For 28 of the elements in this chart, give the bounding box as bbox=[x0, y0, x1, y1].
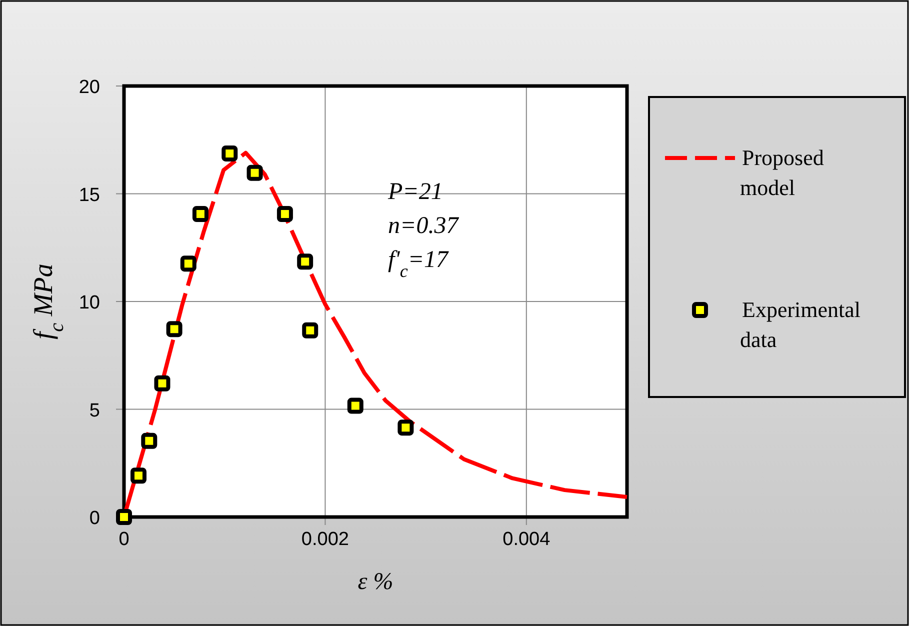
point bbox=[222, 145, 238, 162]
y-tick-label: 0 bbox=[89, 508, 100, 529]
point bbox=[302, 322, 318, 338]
point bbox=[297, 254, 314, 270]
point bbox=[166, 321, 182, 338]
point bbox=[180, 256, 196, 272]
x-tick-label: 0.002 bbox=[301, 529, 349, 550]
point bbox=[246, 164, 263, 181]
annotation: f'$_{c}$=17 bbox=[388, 247, 450, 281]
annotation: n=0.37 bbox=[388, 213, 460, 239]
legend-label: Proposed model bbox=[740, 145, 824, 200]
point bbox=[130, 468, 146, 484]
x-tick-label: 0.004 bbox=[502, 529, 551, 550]
point bbox=[398, 420, 414, 436]
point bbox=[347, 398, 364, 414]
legend-label: Experimental data bbox=[740, 297, 861, 352]
y-tick-label: 20 bbox=[78, 77, 100, 98]
point bbox=[116, 509, 132, 525]
y-tick-label: 10 bbox=[78, 292, 100, 314]
annotation: P=21 bbox=[387, 179, 443, 205]
x-axis-title: ε % bbox=[358, 569, 394, 595]
point bbox=[154, 375, 170, 392]
y-tick-label: 5 bbox=[89, 400, 100, 422]
point bbox=[141, 432, 158, 449]
x-tick-label: 0 bbox=[118, 529, 130, 550]
point bbox=[192, 206, 208, 222]
point bbox=[276, 206, 293, 222]
y-tick-label: 15 bbox=[78, 184, 100, 206]
